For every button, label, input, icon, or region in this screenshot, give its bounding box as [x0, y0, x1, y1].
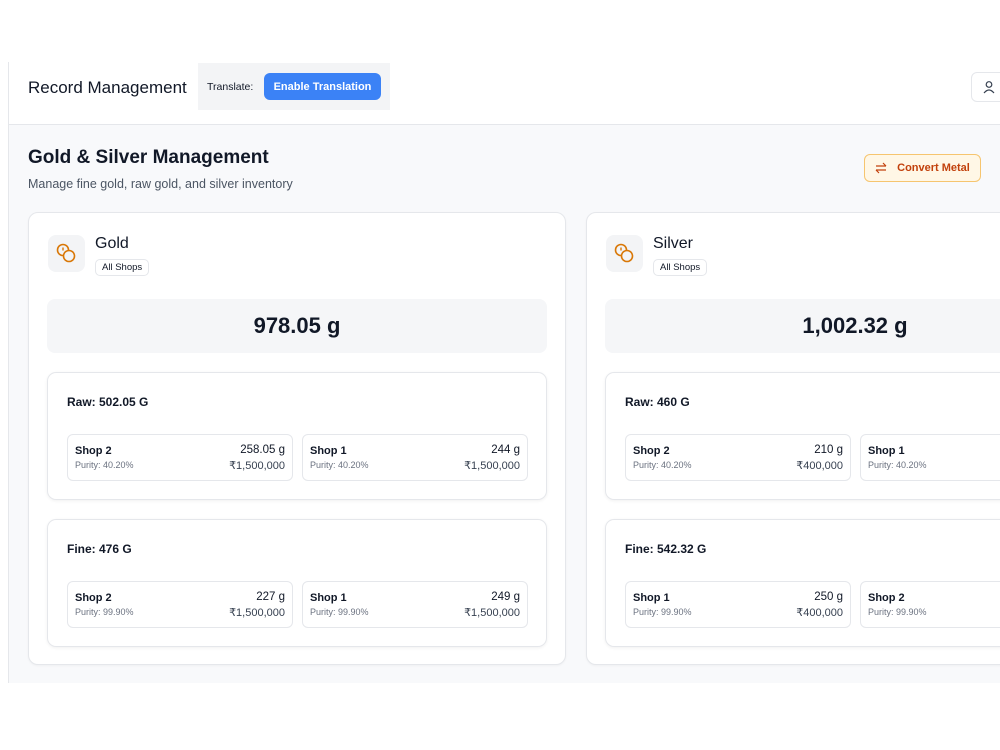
purity: Purity: 99.90%	[868, 607, 927, 617]
shop-badge: All Shops	[653, 259, 708, 276]
shop-entry: Shop 1 Purity: 99.90% 250 g ₹400,000	[625, 581, 851, 628]
shop-name: Shop 1	[310, 445, 347, 457]
coin-icon	[56, 243, 76, 263]
purity: Purity: 99.90%	[633, 607, 692, 617]
purity: Purity: 99.90%	[310, 607, 369, 617]
convert-label: Convert Metal	[897, 162, 970, 174]
shop-entry: Shop 2 Purity: 99.90% 227 g ₹1,500,000	[67, 581, 293, 628]
price: ₹1,500,000	[229, 607, 285, 619]
shop-name: Shop 1	[310, 592, 347, 604]
purity: Purity: 40.20%	[633, 460, 692, 470]
shop-entry: Shop 2 Purity: 40.20% 258.05 g ₹1,500,000	[67, 434, 293, 481]
metal-icon	[606, 235, 643, 272]
shop-entry: Shop 2 Purity: 40.20% 210 g ₹400,000	[625, 434, 851, 481]
convert-icon	[875, 162, 887, 174]
metal-icon	[48, 235, 85, 272]
weight: 210 g	[814, 444, 843, 456]
metal-total: 978.05 g	[47, 299, 547, 353]
app-panel: Record Management Translate: Enable Tran…	[8, 62, 1000, 683]
shop-name: Shop 2	[868, 592, 905, 604]
metal-card: Silver All Shops 1,002.32 g Raw: 460 G Shop …	[586, 212, 1000, 665]
coin-icon	[614, 243, 634, 263]
purity: Purity: 40.20%	[310, 460, 369, 470]
inventory-section: Fine: 542.32 G Shop 1 Purity: 99.90% 250 g ₹…	[605, 519, 1000, 647]
inventory-section: Fine: 476 G Shop 2 Purity: 99.90% 227 g ₹1,5…	[47, 519, 547, 647]
price: ₹400,000	[796, 460, 843, 472]
weight: 258.05 g	[240, 444, 285, 456]
price: ₹1,500,000	[229, 460, 285, 472]
inventory-section: Raw: 502.05 G Shop 2 Purity: 40.20% 258.05 …	[47, 372, 547, 500]
purity: Purity: 40.20%	[75, 460, 134, 470]
weight: 244 g	[491, 444, 520, 456]
page-subtitle: Manage fine gold, raw gold, and silver i…	[28, 177, 293, 191]
convert-button[interactable]: Convert Metal	[864, 154, 981, 182]
user-icon	[983, 81, 995, 94]
price: ₹1,500,000	[464, 460, 520, 472]
page-title: Gold & Silver Management	[28, 147, 269, 168]
inventory-section: Raw: 460 G Shop 2 Purity: 40.20% 210 g ₹400,…	[605, 372, 1000, 500]
translate-box: Translate: Enable Translation	[198, 63, 390, 110]
purity: Purity: 99.90%	[75, 607, 134, 617]
metal-name: Gold	[95, 235, 129, 252]
shop-entry: Shop 1 Purity: 40.20% 244 g ₹1,500,000	[302, 434, 528, 481]
metal-total: 1,002.32 g	[605, 299, 1000, 353]
section-label: Fine: 542.32 G	[625, 542, 707, 556]
section-label: Raw: 502.05 G	[67, 395, 149, 409]
shop-entry: Shop 1 Purity: 99.90% 249 g ₹1,500,000	[302, 581, 528, 628]
app-title: Record Management	[28, 78, 187, 97]
metal-name: Silver	[653, 235, 694, 252]
translate-button[interactable]: Enable Translation	[264, 73, 381, 100]
shop-name: Shop 1	[633, 592, 670, 604]
metal-card: Gold All Shops 978.05 g Raw: 502.05 G Shop 2…	[28, 212, 566, 665]
weight: 227 g	[256, 591, 285, 603]
price: ₹1,500,000	[464, 607, 520, 619]
user-button[interactable]	[971, 72, 1000, 102]
section-label: Raw: 460 G	[625, 395, 690, 409]
weight: 249 g	[491, 591, 520, 603]
weight: 250 g	[814, 591, 843, 603]
section-label: Fine: 476 G	[67, 542, 132, 556]
top-bar: Record Management Translate: Enable Tran…	[9, 62, 1000, 125]
shop-name: Shop 2	[75, 592, 112, 604]
purity: Purity: 40.20%	[868, 460, 927, 470]
shop-name: Shop 2	[633, 445, 670, 457]
price: ₹400,000	[796, 607, 843, 619]
shop-entry: Shop 2 Purity: 99.90%	[860, 581, 1000, 628]
shop-name: Shop 2	[75, 445, 112, 457]
translate-label: Translate:	[207, 81, 254, 93]
shop-entry: Shop 1 Purity: 40.20%	[860, 434, 1000, 481]
shop-badge: All Shops	[95, 259, 150, 276]
shop-name: Shop 1	[868, 445, 905, 457]
